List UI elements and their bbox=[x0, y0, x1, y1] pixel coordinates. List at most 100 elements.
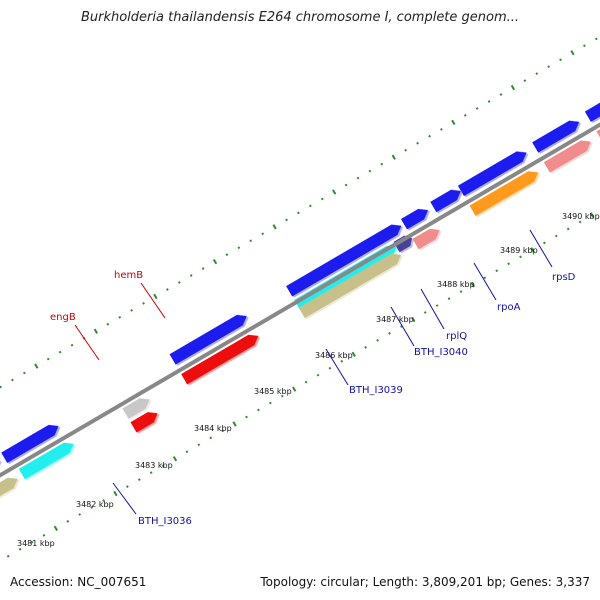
tick-mark bbox=[18, 547, 22, 551]
gene-feature[interactable] bbox=[584, 96, 600, 122]
tick-mark bbox=[66, 520, 70, 523]
tick-mark bbox=[523, 79, 527, 82]
kbp-label: 3489 kbp bbox=[500, 246, 538, 255]
gene-label-BTH_I3036[interactable]: BTH_I3036 bbox=[138, 516, 192, 527]
kbp-label: 3487 kbp bbox=[376, 315, 414, 324]
tick-mark bbox=[519, 255, 522, 259]
tick-mark bbox=[320, 197, 324, 201]
gene-feature[interactable] bbox=[457, 147, 530, 197]
gene-label-BTH_I3039[interactable]: BTH_I3039 bbox=[349, 385, 403, 396]
tick-mark bbox=[530, 247, 535, 253]
tick-mark bbox=[212, 258, 218, 265]
gene-label-hemB[interactable]: hemB bbox=[114, 270, 143, 281]
tick-mark bbox=[249, 239, 253, 243]
gene-feature[interactable] bbox=[286, 221, 404, 297]
tick-mark bbox=[435, 304, 439, 307]
gene-label-rpoA[interactable]: rpoA bbox=[497, 302, 521, 313]
tick-mark bbox=[380, 162, 384, 166]
kbp-label: 3481 kbp bbox=[17, 539, 55, 548]
gene-feature[interactable] bbox=[430, 186, 464, 213]
gene-label-engB[interactable]: engB bbox=[50, 312, 76, 323]
gene-feature[interactable] bbox=[181, 331, 261, 385]
tick-mark bbox=[578, 220, 582, 224]
tick-mark bbox=[6, 554, 10, 558]
outer-tick-row bbox=[0, 37, 598, 389]
tick-mark bbox=[297, 211, 300, 215]
tick-mark bbox=[391, 154, 396, 160]
tick-mark bbox=[172, 456, 178, 462]
tick-mark bbox=[447, 297, 451, 300]
tick-mark bbox=[106, 322, 110, 326]
tick-mark bbox=[308, 204, 312, 208]
tick-mark bbox=[0, 385, 2, 389]
tick-mark bbox=[70, 343, 74, 347]
kbp-label: 3490 kbp bbox=[562, 212, 600, 221]
tick-mark bbox=[356, 176, 360, 180]
tick-mark bbox=[566, 227, 570, 231]
tick-mark bbox=[451, 119, 456, 126]
gene-label-BTH_I3040[interactable]: BTH_I3040 bbox=[414, 347, 468, 358]
tick-mark bbox=[368, 169, 372, 173]
gene-feature[interactable] bbox=[130, 408, 161, 433]
tick-mark bbox=[332, 189, 337, 195]
gene-labels: engB hemB BTH_I3036 BTH_I3039 BTH_I3040 … bbox=[50, 229, 576, 527]
tick-mark bbox=[554, 234, 558, 238]
tick-mark bbox=[185, 450, 189, 454]
gene-feature[interactable] bbox=[412, 225, 443, 250]
kbp-label: 3484 kbp bbox=[194, 424, 232, 433]
tick-mark bbox=[237, 246, 241, 250]
tick-mark bbox=[30, 540, 34, 544]
gene-label-rplQ[interactable]: rplQ bbox=[446, 331, 467, 342]
kbp-label: 3485 kbp bbox=[254, 387, 292, 396]
gene-feature[interactable] bbox=[543, 136, 594, 173]
gene-feature[interactable] bbox=[169, 311, 250, 365]
tick-mark bbox=[495, 269, 499, 273]
tick-mark bbox=[34, 363, 39, 369]
gene-feature[interactable] bbox=[469, 167, 542, 216]
tick-mark bbox=[261, 232, 265, 236]
tick-mark bbox=[376, 339, 379, 342]
gene-feature[interactable] bbox=[400, 205, 431, 230]
tick-mark bbox=[272, 224, 277, 230]
tick-mark bbox=[166, 288, 169, 291]
gene-feature[interactable] bbox=[532, 117, 582, 153]
tick-mark bbox=[404, 148, 408, 152]
gene-label-rpsD[interactable]: rpsD bbox=[552, 272, 576, 283]
leader-line bbox=[473, 262, 497, 301]
tick-mark bbox=[189, 274, 193, 277]
tick-mark bbox=[197, 443, 201, 447]
tick-mark bbox=[547, 65, 551, 69]
tick-mark bbox=[344, 183, 348, 187]
tick-mark bbox=[487, 100, 491, 103]
tick-mark bbox=[257, 408, 260, 412]
tick-mark bbox=[149, 471, 153, 475]
tick-mark bbox=[364, 345, 368, 349]
gene-feature[interactable] bbox=[0, 455, 3, 506]
tick-mark bbox=[559, 58, 562, 62]
tick-mark bbox=[102, 499, 105, 502]
gene-features[interactable] bbox=[0, 62, 600, 540]
gene-feature[interactable] bbox=[1, 421, 61, 463]
gene-feature[interactable] bbox=[0, 474, 21, 528]
tick-mark bbox=[268, 401, 272, 405]
tick-mark bbox=[280, 394, 284, 398]
gene-feature[interactable] bbox=[393, 233, 415, 253]
tick-mark bbox=[58, 350, 62, 354]
tick-mark bbox=[23, 371, 26, 375]
gene-feature[interactable] bbox=[122, 394, 152, 419]
leader-line bbox=[325, 348, 349, 386]
tick-mark bbox=[93, 328, 99, 334]
inner-tick-row bbox=[6, 212, 595, 558]
tick-mark bbox=[137, 478, 141, 481]
tick-mark bbox=[463, 114, 467, 117]
leader-line bbox=[140, 282, 166, 319]
tick-mark bbox=[11, 378, 14, 382]
gene-feature[interactable] bbox=[294, 242, 399, 311]
tick-mark bbox=[125, 485, 129, 488]
gene-feature[interactable] bbox=[298, 250, 404, 319]
leader-line bbox=[529, 229, 553, 268]
leader-line bbox=[112, 482, 137, 515]
tick-mark bbox=[46, 357, 50, 361]
gene-feature[interactable] bbox=[18, 439, 77, 480]
